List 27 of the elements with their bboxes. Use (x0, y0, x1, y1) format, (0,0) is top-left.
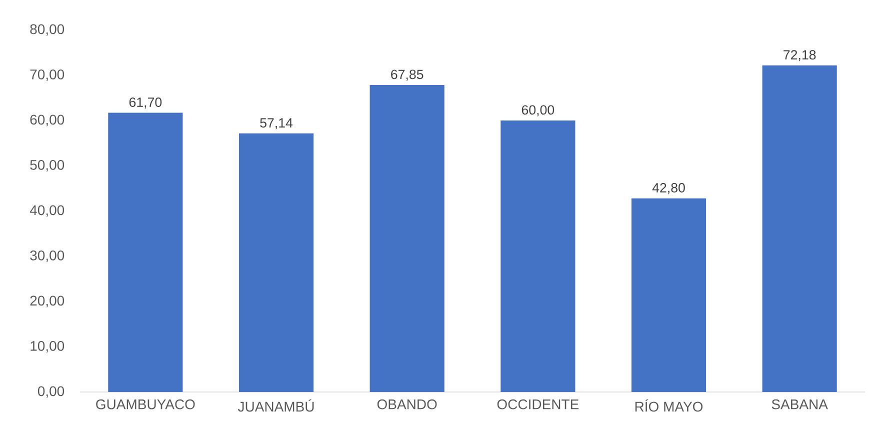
y-tick-label: 60,00 (30, 114, 64, 126)
y-tick-label: 50,00 (30, 160, 64, 172)
y-tick-label: 0,00 (38, 386, 64, 398)
x-tick-label: OBANDO (377, 399, 437, 410)
y-tick-label: 80,00 (30, 24, 64, 36)
x-tick-label: SABANA (772, 399, 828, 410)
data-label: 57,14 (260, 118, 293, 130)
data-label: 42,80 (652, 183, 685, 194)
x-tick-label: RÍO MAYO (635, 399, 703, 412)
x-tick-label: OCCIDENTE (497, 399, 579, 410)
data-label: 67,85 (391, 70, 424, 81)
bar (238, 133, 314, 392)
y-tick-label: 70,00 (30, 69, 64, 82)
y-tick-label: 10,00 (30, 340, 64, 353)
data-label: 60,00 (522, 105, 554, 116)
y-tick-label: 40,00 (30, 205, 64, 217)
bar (762, 65, 837, 392)
data-label: 72,18 (784, 50, 816, 62)
y-tick-label: 20,00 (30, 296, 64, 308)
bar (631, 198, 706, 392)
bar (108, 112, 183, 392)
data-label: 61,70 (129, 98, 162, 109)
y-tick-label: 30,00 (30, 250, 64, 262)
bar (500, 120, 576, 392)
x-tick-label: GUAMBUYACO (96, 399, 195, 410)
bar (370, 84, 444, 392)
x-tick-label: JUANAMBÚ (238, 399, 314, 412)
